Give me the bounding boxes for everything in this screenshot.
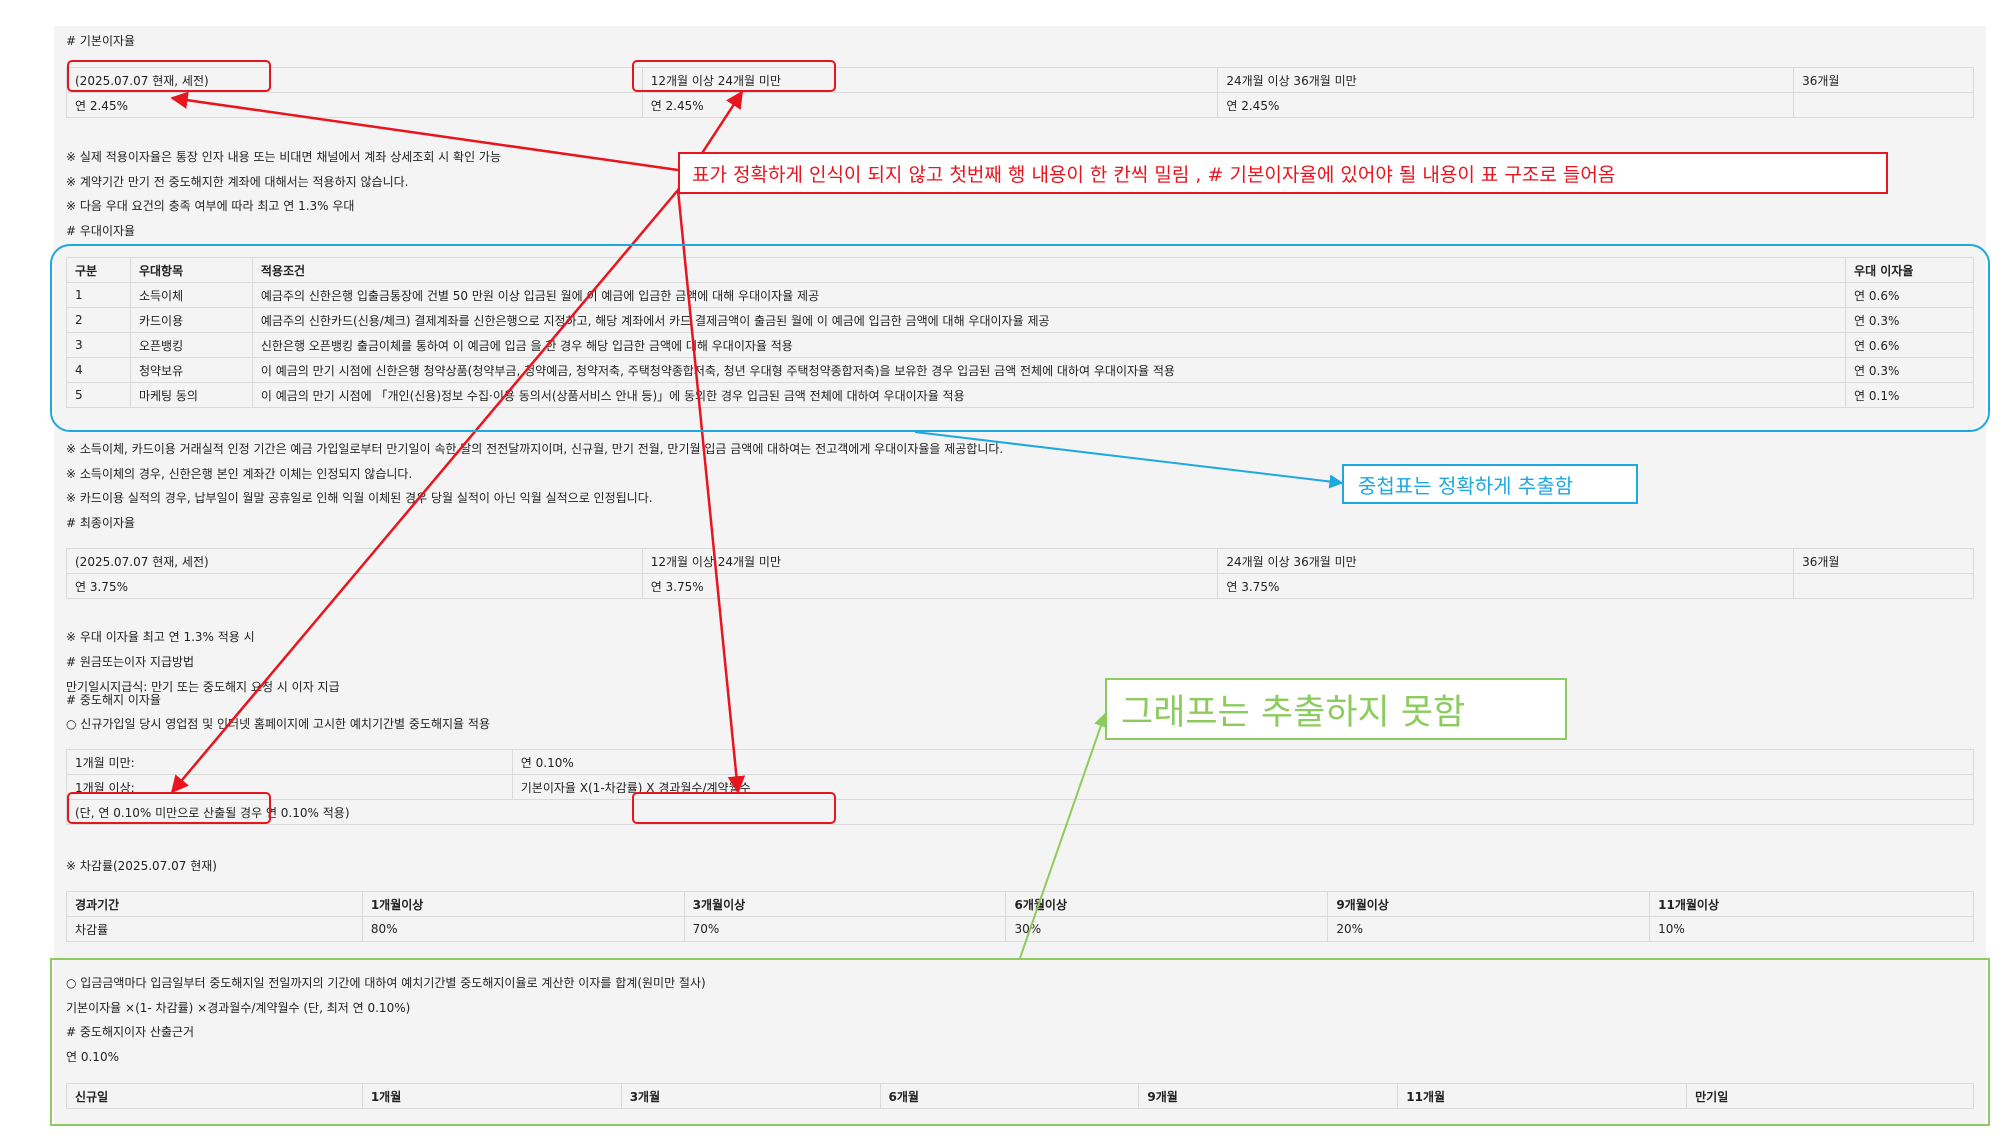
table-row: (2025.07.07 현재, 세전) 12개월 이상 24개월 미만 24개월… (66, 548, 1974, 574)
bottom-line: # 중도해지이자 산출근거 (66, 1025, 195, 1039)
table-cell: (단, 연 0.10% 미만으로 산출될 경우 연 0.10% 적용) (66, 799, 1974, 825)
pref-heading: # 우대이자율 (66, 224, 136, 238)
column-header: 만기일 (1686, 1083, 1974, 1109)
early-rate-table: 1개월 미만: 연 0.10% 1개월 이상: 기본이자율 X(1-차감률) X… (66, 749, 1975, 825)
early-bullet: ○ 신규가입일 당시 영업점 및 인터넷 홈페이지에 고시한 예치기간별 중도해… (66, 717, 490, 731)
table-cell: 이 예금의 만기 시점에 「개인(신용)정보 수집·이용 동의서(상품서비스 안… (251, 382, 1847, 408)
blue-annotation-note: 중첩표는 정확하게 추출함 (1342, 464, 1638, 504)
note-line: ※ 다음 우대 요건의 충족 여부에 따라 최고 연 1.3% 우대 (66, 199, 355, 213)
column-header: 경과기간 (66, 891, 363, 917)
table-cell: 신한은행 오픈뱅킹 출금이체를 통하여 이 예금에 입금 을 한 경우 해당 입… (251, 332, 1847, 358)
table-cell: 마케팅 동의 (129, 382, 253, 408)
table-cell: 24개월 이상 36개월 미만 (1217, 67, 1795, 93)
base-rate-heading: # 기본이자율 (66, 34, 136, 48)
column-header: 11개월이상 (1649, 891, 1974, 917)
arrow-to-base-header (170, 91, 679, 172)
table-cell: 70% (683, 916, 1007, 942)
table-cell: 10% (1649, 916, 1974, 942)
table-cell: 소득이체 (129, 282, 253, 308)
green-annotation-note: 그래프는 추출하지 못함 (1105, 678, 1567, 740)
column-header: 적용조건 (251, 257, 1847, 283)
column-header: 9개월 (1138, 1083, 1399, 1109)
deduction-heading: ※ 차감률(2025.07.07 현재) (66, 859, 217, 873)
column-header: 3개월 (620, 1083, 881, 1109)
table-cell: 연 3.75% (641, 573, 1219, 599)
table-cell: 12개월 이상 24개월 미만 (641, 548, 1219, 574)
column-header: 1개월이상 (361, 891, 685, 917)
arrow-to-early-cell (676, 189, 746, 794)
table-cell: 기본이자율 X(1-차감률) X 경과월수/계약월수 (511, 774, 1975, 800)
final-rate-table: (2025.07.07 현재, 세전) 12개월 이상 24개월 미만 24개월… (66, 548, 1974, 599)
table-cell: (2025.07.07 현재, 세전) (66, 67, 643, 93)
table-row: 3 오픈뱅킹 신한은행 오픈뱅킹 출금이체를 통하여 이 예금에 입금 을 한 … (66, 332, 1974, 358)
table-cell: 차감률 (66, 916, 363, 942)
table-row: 5 마케팅 동의 이 예금의 만기 시점에 「개인(신용)정보 수집·이용 동의… (66, 382, 1974, 408)
table-row: 연 3.75% 연 3.75% 연 3.75% (66, 573, 1974, 599)
table-cell: 20% (1327, 916, 1651, 942)
note-line: ※ 우대 이자율 최고 연 1.3% 적용 시 (66, 630, 255, 644)
table-cell: 12개월 이상 24개월 미만 (641, 67, 1219, 93)
table-row: 1개월 미만: 연 0.10% (66, 749, 1975, 775)
final-heading: # 최종이자율 (66, 516, 136, 530)
table-cell: 36개월 (1793, 548, 1974, 574)
table-cell: 이 예금의 만기 시점에 신한은행 청약상품(청약부금, 청약예금, 청약저축,… (251, 357, 1847, 383)
arrow-to-early-note (170, 189, 679, 794)
bottom-line: 연 0.10% (66, 1050, 119, 1064)
column-header: 1개월 (361, 1083, 622, 1109)
table-cell: (2025.07.07 현재, 세전) (66, 548, 643, 574)
base-rate-table: (2025.07.07 현재, 세전) 12개월 이상 24개월 미만 24개월… (66, 67, 1974, 118)
table-cell: 연 0.6% (1845, 332, 1974, 358)
table-row: 1 소득이체 예금주의 신한은행 입출금통장에 건별 50 만원 이상 입금된 … (66, 282, 1974, 308)
bottom-line: 기본이자율 ×(1- 차감률) ×경과월수/계약월수 (단, 최저 연 0.10… (66, 1001, 411, 1015)
table-cell: 연 3.75% (66, 573, 643, 599)
bottom-line: ○ 입금금액마다 입금일부터 중도해지일 전일까지의 기간에 대하여 예치기간별… (66, 976, 706, 990)
column-header: 6개월이상 (1005, 891, 1329, 917)
arrow-to-green-note (1019, 712, 1108, 959)
table-cell: 연 3.75% (1217, 573, 1795, 599)
note-line: ※ 소득이체, 카드이용 거래실적 인정 기간은 예금 가입일로부터 만기일이 … (66, 442, 1004, 456)
red-annotation-note: 표가 정확하게 인식이 되지 않고 첫번째 행 내용이 한 칸씩 밀림 , # … (678, 152, 1888, 194)
payment-text: 만기일시지급식: 만기 또는 중도해지 요청 시 이자 지급 (66, 680, 340, 694)
table-cell: 5 (66, 382, 131, 408)
table-cell: 연 0.10% (511, 749, 1975, 775)
table-row: (단, 연 0.10% 미만으로 산출될 경우 연 0.10% 적용) (66, 799, 1974, 825)
table-cell: 80% (361, 916, 685, 942)
payment-heading: # 원금또는이자 지급방법 (66, 655, 195, 669)
note-line: ※ 카드이용 실적의 경우, 납부일이 월말 공휴일로 인해 익월 이체된 경우… (66, 491, 653, 505)
table-cell: 1 (66, 282, 131, 308)
table-cell: 연 2.45% (66, 92, 643, 118)
table-row: 차감률 80% 70% 30% 20% 10% (66, 916, 1974, 942)
table-cell (1793, 573, 1974, 599)
column-header: 신규일 (66, 1083, 363, 1109)
table-cell: 연 0.6% (1845, 282, 1974, 308)
table-cell: 예금주의 신한카드(신용/체크) 결제계좌를 신한은행으로 지정하고, 해당 계… (251, 307, 1847, 333)
table-row: 1개월 이상: 기본이자율 X(1-차감률) X 경과월수/계약월수 (66, 774, 1975, 800)
table-cell: 30% (1005, 916, 1329, 942)
table-header-row: 경과기간 1개월이상 3개월이상 6개월이상 9개월이상 11개월이상 (66, 891, 1974, 917)
deduction-table: 경과기간 1개월이상 3개월이상 6개월이상 9개월이상 11개월이상 차감률 … (66, 891, 1974, 942)
early-heading: # 중도해지 이자율 (66, 693, 161, 707)
column-header: 우대 이자율 (1845, 257, 1974, 283)
note-line: ※ 소득이체의 경우, 신한은행 본인 계좌간 이체는 인정되지 않습니다. (66, 467, 413, 481)
table-cell: 연 2.45% (1217, 92, 1795, 118)
table-header-row: 구분 우대항목 적용조건 우대 이자율 (66, 257, 1974, 283)
table-row: 4 청약보유 이 예금의 만기 시점에 신한은행 청약상품(청약부금, 청약예금… (66, 357, 1974, 383)
note-line: ※ 실제 적용이자율은 통장 인자 내용 또는 비대면 채널에서 계좌 상세조회… (66, 150, 502, 164)
pref-rate-table: 구분 우대항목 적용조건 우대 이자율 1 소득이체 예금주의 신한은행 입출금… (66, 257, 1974, 408)
column-header: 9개월이상 (1327, 891, 1651, 917)
note-line: ※ 계약기간 만기 전 중도해지한 계좌에 대해서는 적용하지 않습니다. (66, 175, 409, 189)
basis-table: 신규일 1개월 3개월 6개월 9개월 11개월 만기일 (66, 1083, 1974, 1109)
table-row: (2025.07.07 현재, 세전) 12개월 이상 24개월 미만 24개월… (66, 67, 1974, 93)
table-cell: 연 0.3% (1845, 307, 1974, 333)
table-header-row: 신규일 1개월 3개월 6개월 9개월 11개월 만기일 (66, 1083, 1974, 1109)
table-cell: 청약보유 (129, 357, 253, 383)
column-header: 11개월 (1397, 1083, 1688, 1109)
column-header: 6개월 (879, 1083, 1140, 1109)
arrow-to-blue-note (914, 431, 1344, 489)
table-cell (1793, 92, 1974, 118)
table-row: 2 카드이용 예금주의 신한카드(신용/체크) 결제계좌를 신한은행으로 지정하… (66, 307, 1974, 333)
table-cell: 연 0.1% (1845, 382, 1974, 408)
